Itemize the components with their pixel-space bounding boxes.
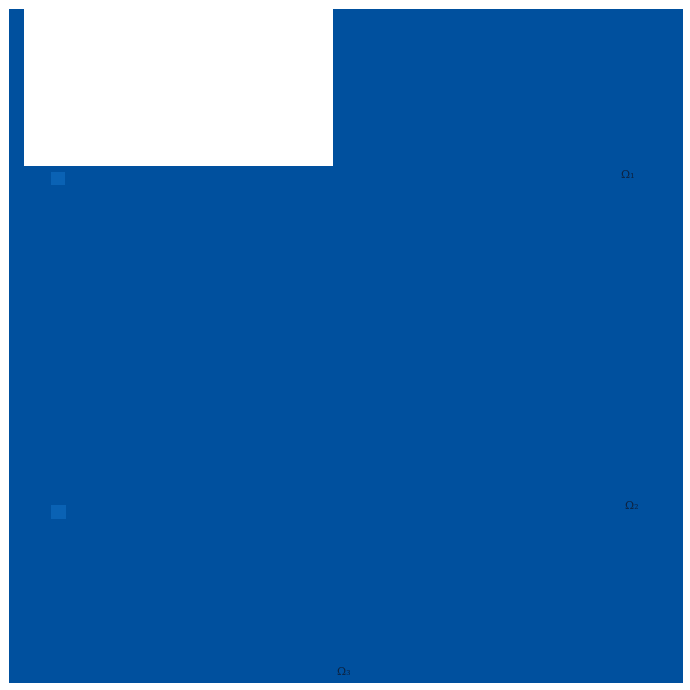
- subregion-square-2: [51, 505, 66, 519]
- region-label-omega-2: Ω₂: [625, 499, 639, 512]
- region-label-omega-3: Ω₃: [337, 665, 351, 678]
- region-label-omega-1: Ω₁: [621, 168, 635, 181]
- subregion-square-1: [51, 172, 65, 185]
- notch-cutout: [24, 9, 333, 166]
